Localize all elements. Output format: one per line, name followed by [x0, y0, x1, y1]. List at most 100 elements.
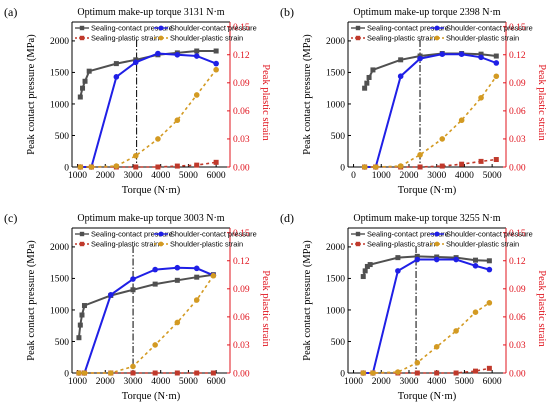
x-tick-label: 3000 [399, 377, 418, 387]
data-point [367, 262, 373, 268]
y-tick-label: 1500 [326, 69, 345, 79]
data-point [362, 268, 368, 274]
series-line-3 [80, 69, 217, 168]
data-point [76, 370, 82, 376]
data-point [193, 265, 200, 272]
data-point [213, 159, 219, 165]
legend-entry: Sealing-contact pressure [91, 230, 173, 239]
x-tick-label: 4000 [151, 171, 170, 181]
x-axis-label: Torque (N·m) [398, 391, 457, 402]
data-point [493, 60, 500, 66]
legend-entry: Sealing-contact pressure [367, 24, 449, 33]
y-tick-label: 0 [340, 163, 345, 173]
y2-tick-label: 0.06 [509, 107, 526, 117]
y-tick-label: 1000 [326, 100, 345, 110]
x-tick-label: 5000 [483, 171, 502, 181]
x-tick-label: 1000 [68, 377, 87, 387]
legend-swatch-marker [355, 35, 361, 41]
data-point [398, 57, 404, 63]
chart-panel-c: (c) Optimum make-up torque 3003 N·m 1000 20… [4, 211, 271, 402]
y2-tick-label: 0.09 [509, 79, 526, 89]
data-point [210, 370, 216, 376]
x-tick-label: 1000 [344, 377, 363, 387]
legend-swatch-marker [79, 241, 85, 247]
x-axis-label: Torque (N·m) [122, 391, 181, 402]
y-tick-label: 2000 [326, 243, 345, 253]
x-tick-label: 2000 [96, 377, 115, 387]
y2-tick-label: 0.03 [233, 341, 250, 351]
legend-swatch-marker [434, 25, 440, 31]
series-line-2 [80, 161, 217, 168]
y2-tick-label: 0.12 [509, 257, 526, 267]
y-tick-label: 500 [331, 132, 346, 142]
data-point [193, 297, 200, 303]
legend-entry: Sealing-plastic strain [367, 34, 435, 43]
panel-title: Optimum make-up torque 2398 N·m [353, 7, 500, 18]
x-tick-label: 1000 [68, 171, 87, 181]
data-point [360, 274, 366, 280]
data-point [81, 303, 87, 309]
series-line-1 [80, 52, 217, 168]
data-point [472, 263, 479, 269]
data-point [77, 322, 83, 328]
data-point [77, 94, 83, 100]
y2-tick-label: 0.09 [233, 285, 250, 295]
legend-swatch-marker [355, 231, 361, 237]
y2-tick-label: 0.12 [233, 257, 250, 267]
data-point [113, 74, 120, 80]
legend-entry: Shoulder-plastic strain [170, 240, 243, 249]
data-point [453, 256, 459, 263]
data-point [414, 370, 420, 376]
data-point [76, 335, 82, 341]
data-point [210, 272, 217, 279]
data-point [473, 368, 479, 374]
y2-tick-label: 0.09 [233, 79, 250, 89]
data-point [364, 80, 370, 86]
panel-title: Optimum make-up torque 3003 N·m [77, 213, 224, 224]
y2-tick-label: 0.15 [233, 229, 250, 239]
y2-tick-label: 0.15 [233, 23, 250, 33]
x-axis-label: Torque (N·m) [122, 185, 181, 196]
data-point [174, 264, 181, 271]
x-tick-label: 2000 [399, 171, 418, 181]
data-point [453, 328, 459, 334]
y-tick-label: 0 [64, 163, 69, 173]
data-point [194, 48, 200, 54]
data-point [155, 164, 161, 170]
legend-swatch-marker [158, 35, 164, 41]
y-tick-label: 500 [331, 338, 346, 348]
panel-title: Optimum make-up torque 3255 N·m [353, 213, 500, 224]
x-tick-label: 6000 [207, 377, 226, 387]
legend-swatch-marker [355, 25, 361, 31]
legend-swatch-marker [355, 241, 361, 247]
data-point [453, 370, 459, 376]
x-tick-label: 3000 [123, 171, 142, 181]
x-tick-label: 0 [351, 171, 356, 181]
y-axis-label: Peak contact pressure (MPa) [302, 34, 313, 155]
data-point [478, 158, 484, 164]
data-point [414, 253, 420, 259]
data-point [486, 258, 492, 264]
data-point [152, 342, 158, 348]
y2-tick-label: 0.15 [509, 23, 526, 33]
y-tick-label: 500 [55, 338, 70, 348]
y-axis-label: Peak contact pressure (MPa) [26, 34, 37, 155]
legend-swatch-marker [158, 241, 164, 247]
y2-tick-label: 0.09 [509, 285, 526, 295]
data-point [439, 163, 445, 169]
data-point [433, 256, 440, 263]
panel-label: (d) [280, 211, 294, 225]
x-tick-label: 2000 [372, 377, 391, 387]
data-point [472, 309, 479, 315]
y-tick-label: 2000 [326, 37, 345, 47]
x-tick-label: 3000 [427, 171, 446, 181]
data-point [473, 257, 479, 263]
chart-panel-b: (b) Optimum make-up torque 2398 N·m 0 1000 2… [280, 5, 547, 196]
y2-tick-label: 0.00 [509, 163, 526, 173]
y2-tick-label: 0.03 [233, 135, 250, 145]
y2-axis-label: Peak plastic strain [536, 64, 547, 141]
data-point [133, 164, 139, 170]
data-point [155, 50, 161, 57]
panel-label: (a) [4, 5, 17, 19]
